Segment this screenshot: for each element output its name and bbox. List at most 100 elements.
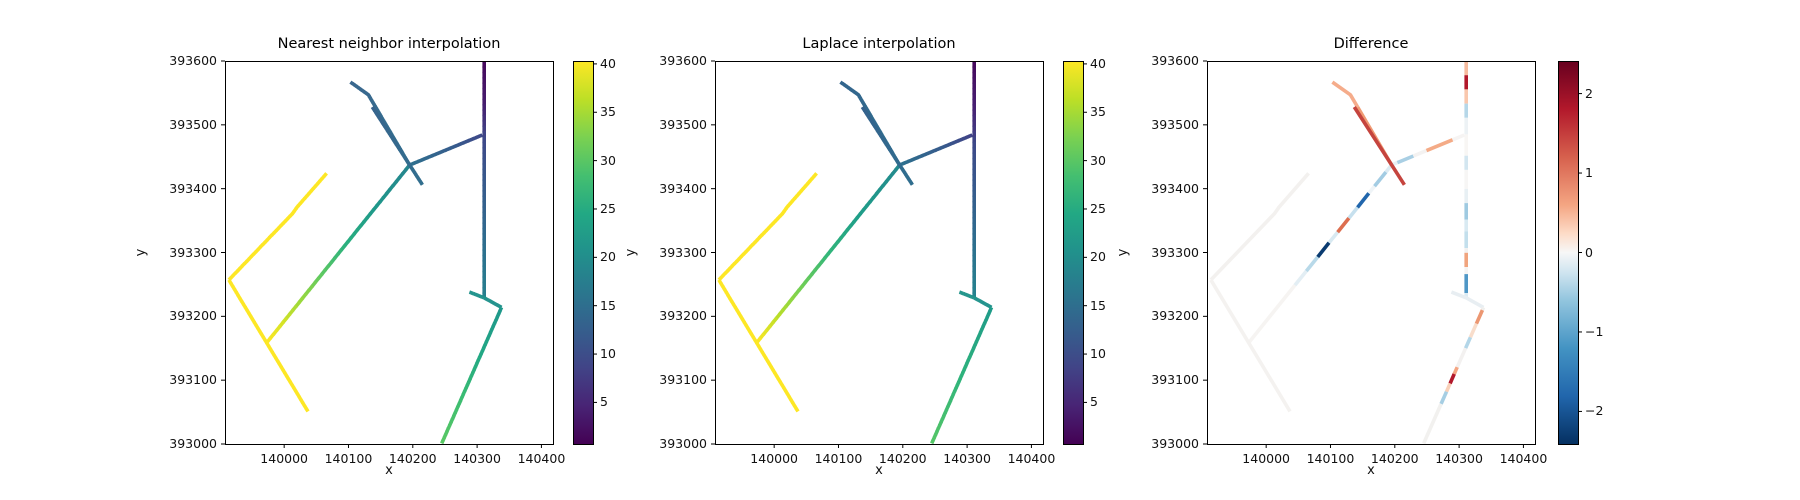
south-line (1474, 309, 1485, 325)
colorbar-viridis (573, 61, 593, 444)
south-line (1444, 382, 1452, 393)
colorbar-tick-label: −1 (1585, 323, 1604, 339)
y-tick-label: 393600 (169, 53, 217, 68)
y-tick-label: 393400 (659, 180, 707, 196)
long-diagonal (1356, 192, 1371, 209)
colorbar-tick-label: 30 (600, 152, 616, 168)
y-tick-label: 393200 (659, 308, 707, 324)
colorbar-tick-label: −2 (1585, 403, 1604, 419)
colorbar-tick-label: 40 (1090, 55, 1106, 71)
upper-parallel (1352, 106, 1406, 186)
y-tick-label: 393300 (1151, 244, 1199, 260)
y-tick-label: 393300 (169, 244, 217, 260)
colorbar-tick-label: 10 (600, 346, 616, 362)
long-diagonal (1336, 216, 1351, 234)
colorbar-tick-label: 35 (1090, 104, 1106, 120)
south-line (1468, 322, 1479, 339)
plot-title-difference: Difference (1333, 36, 1409, 52)
colorbar-tick-label: 20 (1090, 249, 1106, 265)
south-line (1463, 336, 1473, 349)
south-line (1448, 373, 1456, 385)
axes-frame (225, 61, 554, 445)
x-tick-label: 140200 (388, 451, 437, 466)
x-tick-label: 140000 (1242, 451, 1291, 466)
y-axis-label-laplace: y (623, 248, 639, 257)
colorbar-frame (573, 61, 594, 445)
hook (493, 301, 497, 306)
colorbar-tick-label: 2 (1585, 85, 1593, 101)
y-tick-label: 393500 (659, 116, 707, 132)
long-diagonal (1327, 231, 1339, 244)
x-tick-label: 140200 (1370, 451, 1419, 466)
hook (976, 298, 980, 302)
west-long (1209, 278, 1292, 413)
upper-parallel (419, 182, 424, 186)
connector (1451, 133, 1465, 142)
connector (1425, 138, 1454, 153)
south-line (1422, 403, 1443, 445)
x-axis-label-nearest: x (385, 463, 393, 478)
y-tick-label: 393000 (169, 436, 217, 451)
south-line (1455, 347, 1468, 368)
colorbar-tick-label: 15 (600, 297, 616, 313)
x-tick-label: 140300 (1435, 451, 1483, 466)
y-tick-label: 393500 (1151, 116, 1199, 132)
hook (1450, 290, 1485, 309)
x-tick-label: 140300 (453, 451, 501, 466)
x-tick-label: 140100 (1306, 451, 1355, 466)
y-tick-label: 393000 (659, 436, 707, 451)
colorbar-tick-label: 15 (1090, 297, 1106, 313)
colorbar-tick-label: 35 (600, 104, 616, 120)
west-long (304, 407, 310, 413)
x-tick-label: 140400 (517, 451, 566, 466)
x-tick-label: 140300 (943, 451, 991, 466)
west-long (794, 407, 800, 413)
colorbar-tick-label: 25 (1090, 200, 1106, 216)
long-diagonal (1373, 170, 1388, 188)
x-tick-label: 140100 (324, 451, 373, 466)
connector (1396, 154, 1415, 165)
y-tick-label: 393400 (169, 180, 217, 196)
y-tick-label: 393000 (1151, 436, 1199, 451)
x-tick-label: 140400 (1007, 451, 1056, 466)
y-axis-label-nearest: y (133, 248, 149, 257)
connector (1412, 148, 1428, 158)
axes-frame (1207, 61, 1536, 445)
south-line (930, 439, 935, 445)
plot-title-nearest: Nearest neighbor interpolation (277, 36, 501, 52)
y-tick-label: 393600 (1151, 53, 1199, 68)
y-tick-label: 393100 (1151, 372, 1199, 388)
south-line (1452, 366, 1459, 375)
upper-diagonal (366, 92, 372, 98)
y-tick-label: 393300 (659, 244, 707, 260)
long-diagonal (265, 336, 273, 344)
long-diagonal (1367, 185, 1376, 195)
colorbar-tick-label: 30 (1090, 152, 1106, 168)
colorbar-tick-label: 5 (600, 394, 608, 410)
colorbar-tick-label: 1 (1585, 165, 1593, 181)
long-diagonal (1293, 269, 1308, 287)
colorbar-frame (1063, 61, 1084, 445)
y-tick-label: 393100 (659, 372, 707, 388)
long-diagonal (1347, 206, 1359, 220)
x-tick-label: 140000 (750, 451, 799, 466)
long-diagonal (755, 336, 763, 344)
upper-diagonal (856, 92, 862, 98)
long-diagonal (1304, 255, 1320, 273)
connector (969, 133, 973, 138)
y-tick-label: 393200 (1151, 308, 1199, 324)
y-tick-label: 393200 (169, 308, 217, 324)
south-line (1439, 390, 1449, 405)
axes-frame (715, 61, 1044, 445)
colorbar-tick-label: 20 (600, 249, 616, 265)
west-branch (227, 276, 233, 282)
upper-parallel (909, 182, 914, 186)
colorbar-tick-label: 40 (600, 55, 616, 71)
x-tick-label: 140000 (260, 451, 309, 466)
west-branch (288, 211, 295, 218)
x-axis-label-difference: x (1367, 463, 1375, 478)
colorbar-tick-label: 5 (1090, 394, 1098, 410)
hook (486, 298, 490, 302)
y-tick-label: 393600 (659, 53, 707, 68)
